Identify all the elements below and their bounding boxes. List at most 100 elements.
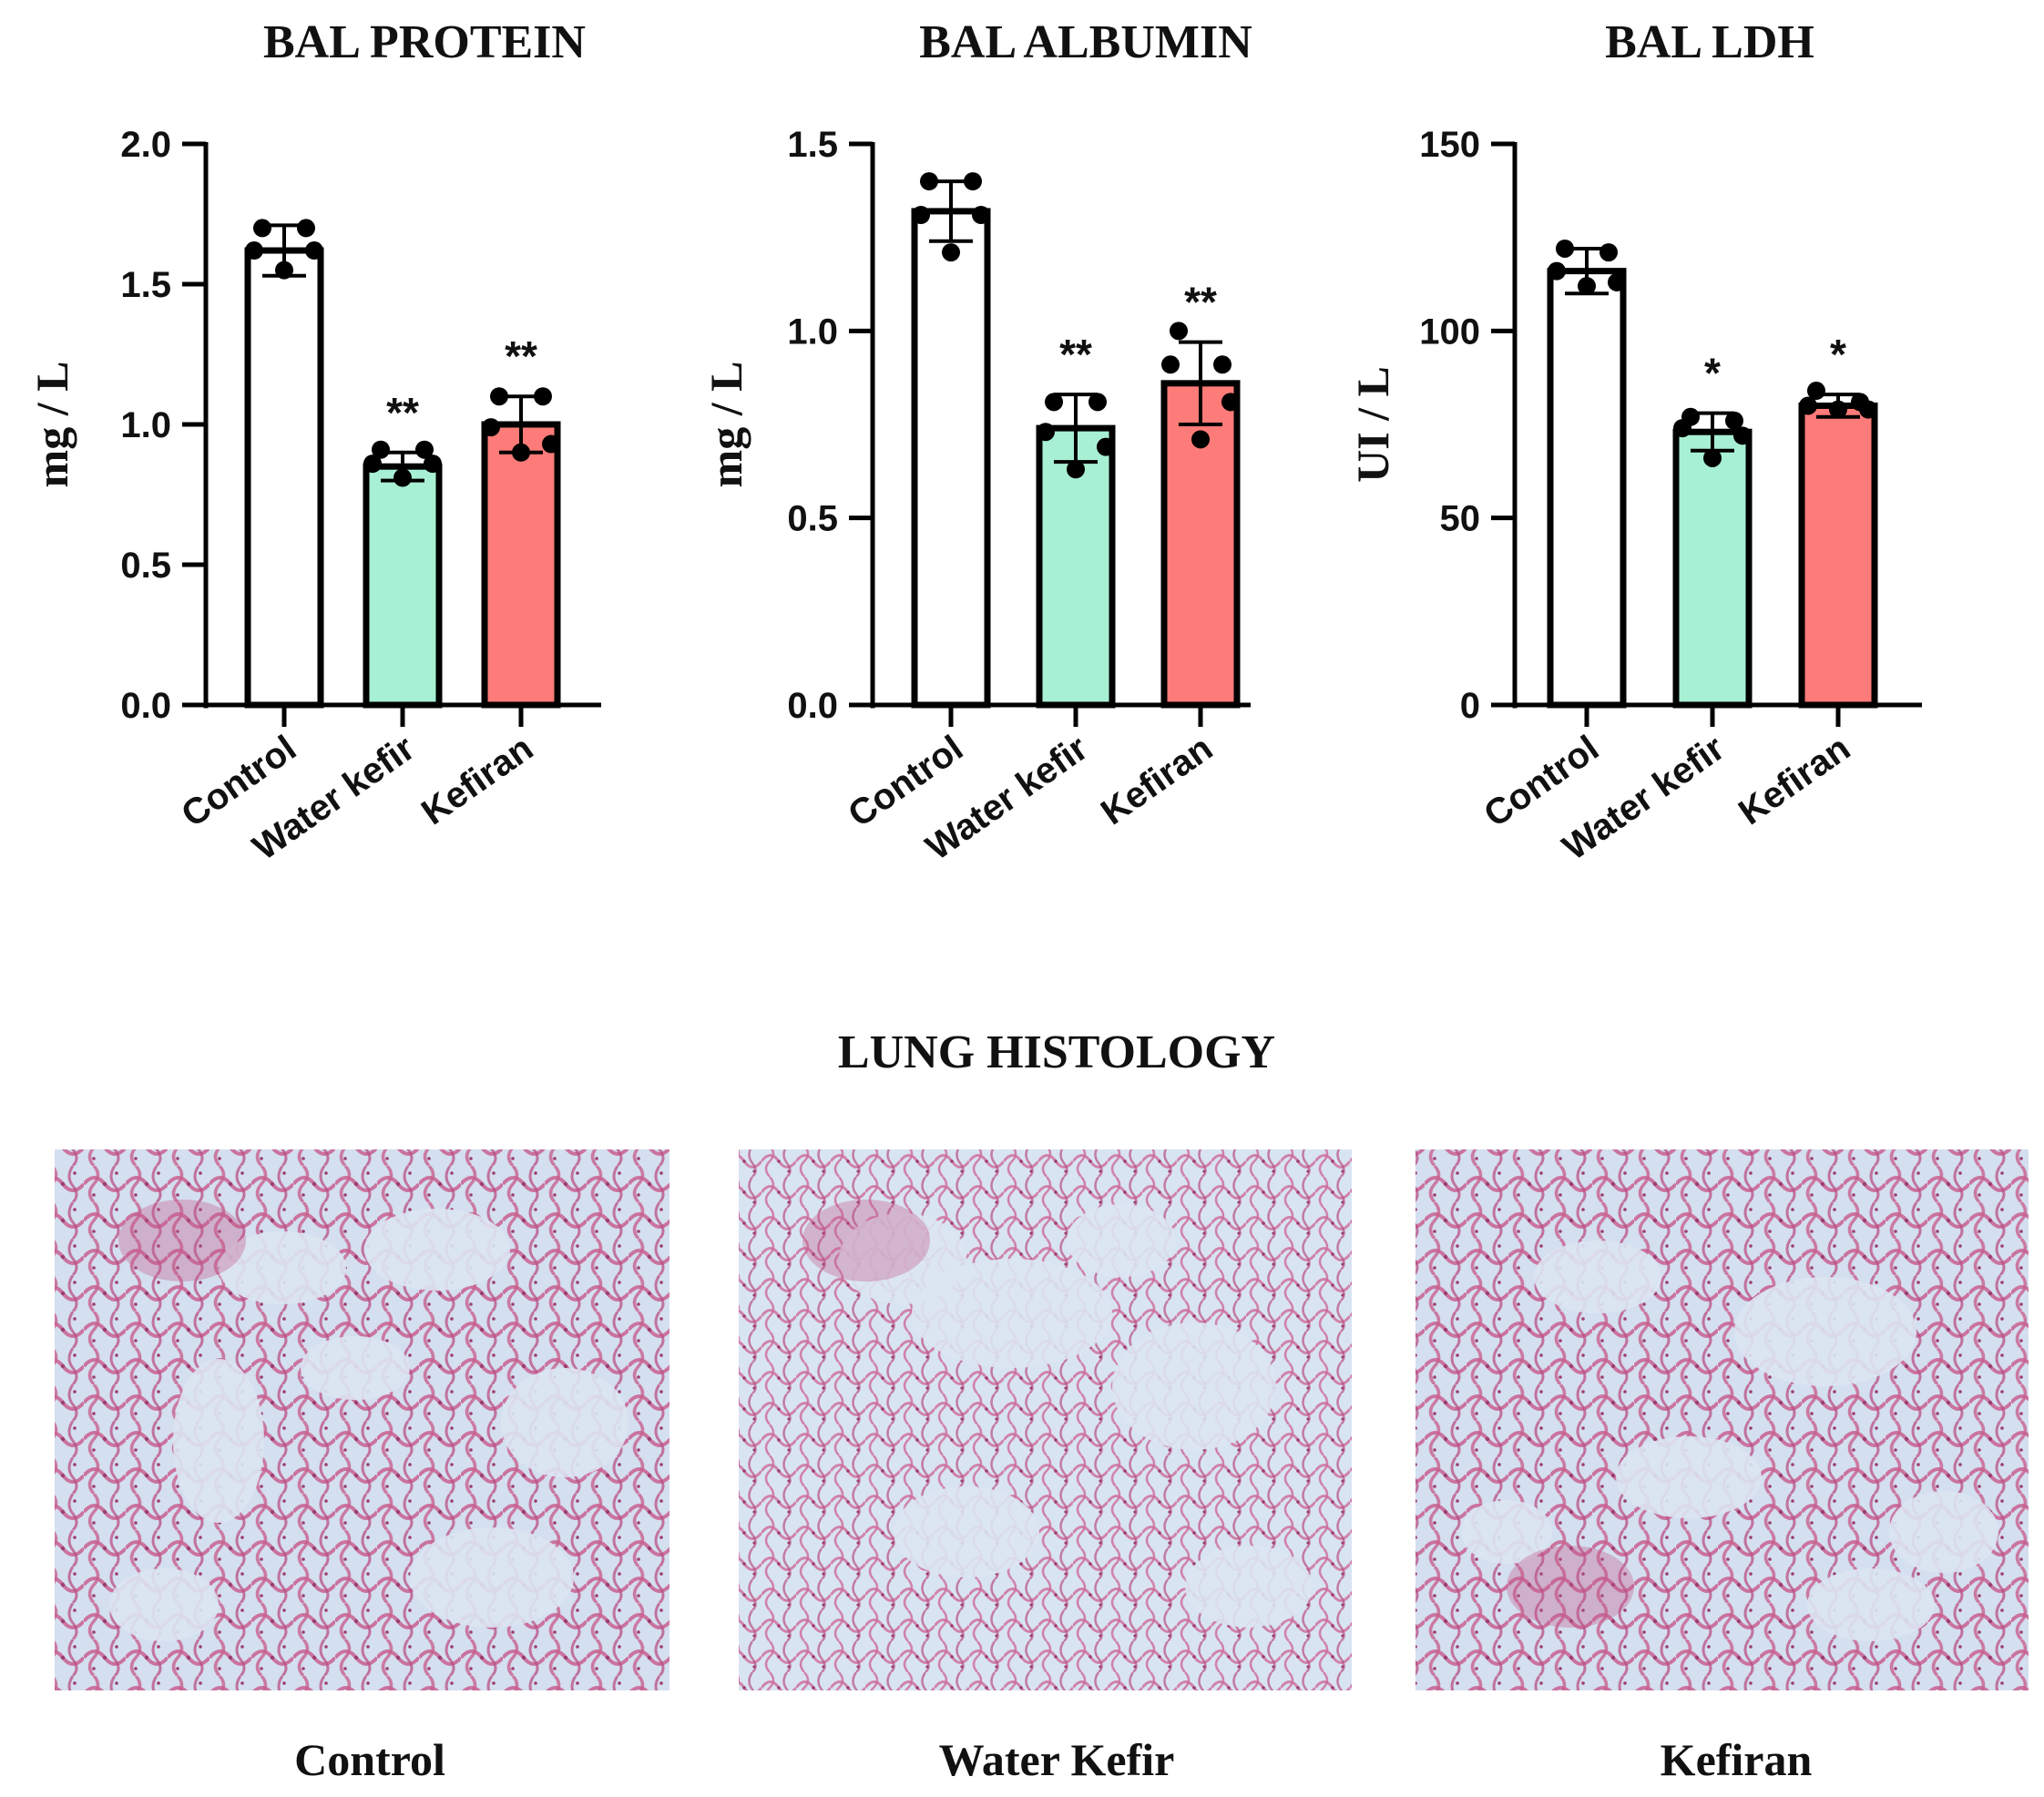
y-tick-label: 1.5 [120,265,171,305]
airspace [501,1368,629,1477]
data-point [1703,448,1722,467]
airspace [1734,1277,1916,1386]
data-point [1807,382,1825,401]
data-point [1608,272,1626,291]
data-point [297,219,315,238]
airspace [1185,1546,1313,1628]
x-tick-label: Kefiran [1094,728,1220,832]
y-tick-label: 50 [1440,499,1481,539]
airspace [894,1486,1039,1577]
histology-label: Water Kefir [939,1734,1175,1785]
tissue-region [802,1200,930,1281]
data-point [253,219,271,238]
data-point [534,387,552,406]
chart-title: BAL PROTEIN [263,16,586,68]
significance-marker: ** [1059,331,1092,378]
airspace [912,1259,1112,1368]
data-point [1097,437,1115,456]
y-tick-label: 0.5 [120,546,171,586]
data-point [912,206,930,225]
data-point [1548,261,1566,281]
x-tick-label: Kefiran [1732,728,1857,832]
airspace [1534,1241,1661,1313]
data-point [1045,393,1063,412]
significance-marker: * [1830,331,1846,378]
data-point [415,440,434,459]
data-point [512,443,530,462]
data-point [1799,396,1817,415]
data-point [972,206,990,225]
y-tick-label: 1.0 [120,405,171,445]
data-point [1859,400,1877,419]
airspace [219,1231,346,1304]
y-tick-label: 0.0 [120,686,171,726]
airspace [410,1527,574,1628]
data-point [363,454,382,474]
data-point [942,243,960,262]
airspace [839,1213,966,1304]
bar [244,247,324,709]
y-tick-label: 100 [1419,311,1480,352]
data-point [1733,426,1752,445]
x-tick-label: Kefiran [414,728,540,832]
data-point [482,418,500,437]
histology-label: Kefiran [1661,1734,1813,1785]
y-tick-label: 1.0 [787,311,838,352]
tissue-region [118,1200,246,1281]
airspace [364,1209,510,1291]
data-point [1213,355,1232,374]
y-tick-label: 0 [1460,686,1480,726]
data-point [1725,411,1743,430]
bar [1798,402,1878,709]
data-point [1191,430,1210,449]
data-point [372,440,390,459]
histology-image [1415,1149,2029,1690]
data-point [1829,400,1847,419]
histology-panel-2 [739,1149,1352,1690]
tissue-region [1507,1546,1634,1628]
data-point [964,172,982,191]
data-point [920,172,938,191]
data-point [1161,355,1180,374]
bar [1672,428,1753,709]
data-point [542,434,560,454]
chart-title: BAL ALBUMIN [919,16,1252,68]
significance-marker: ** [1184,279,1217,326]
airspace [109,1568,219,1641]
airspace [1461,1500,1552,1564]
histology-title: LUNG HISTOLOGY [838,1026,1275,1078]
histology-label: Control [294,1734,445,1785]
significance-marker: ** [386,389,419,436]
airspace [173,1359,264,1523]
y-tick-label: 0.5 [787,499,838,539]
bar [481,421,561,709]
data-point [275,260,293,280]
data-point [1067,460,1085,479]
bar [1547,268,1627,709]
data-point [1673,419,1691,438]
data-point [424,454,442,474]
y-tick-label: 1.5 [787,125,838,165]
airspace [1112,1322,1276,1450]
y-tick-label: 0.0 [787,686,838,726]
data-point [1599,243,1618,262]
airspace [1889,1491,1998,1573]
bar [363,463,443,709]
data-point [1088,393,1107,412]
data-point [1556,239,1574,258]
significance-marker: * [1704,350,1721,397]
y-tick-label: 150 [1419,125,1480,165]
data-point [1578,277,1596,296]
data-point [490,387,508,406]
y-tick-label: 2.0 [120,125,171,165]
y-axis-label: mg / L [700,362,751,488]
data-point [1037,423,1055,442]
y-axis-label: mg / L [26,362,77,488]
histology-panel-3 [1415,1149,2029,1690]
airspace [1807,1568,1935,1641]
bar [911,208,991,709]
significance-marker: ** [505,332,537,380]
